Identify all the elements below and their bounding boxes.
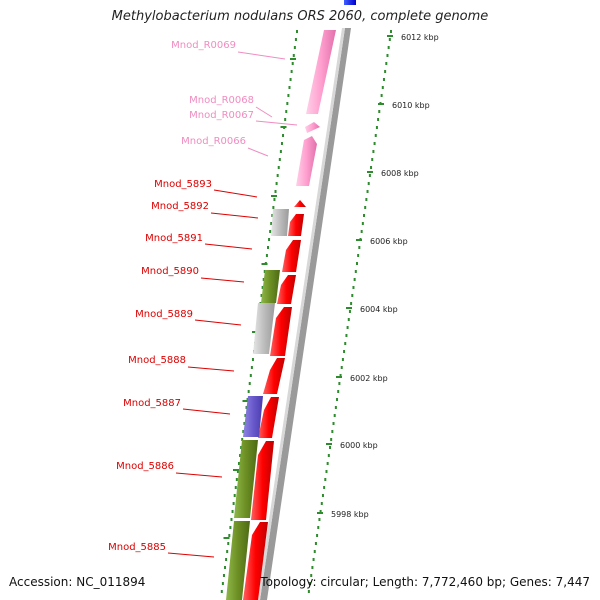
feature-mnod-5893 — [294, 200, 306, 207]
scale-label: 6010 kbp — [392, 101, 430, 110]
scale-axis: 6012 kbp 6010 kbp 6008 kbp 6006 kbp 6004 kbp… — [317, 33, 439, 519]
feature-mnod-5888 — [263, 358, 285, 394]
scale-tick — [378, 103, 384, 105]
label-leader-line — [255, 120, 298, 126]
gene-label-mnod-5888: Mnod_5888 — [128, 355, 186, 366]
blue-feature — [344, 0, 356, 5]
feature-mnod-5886 — [251, 441, 274, 520]
label-leader-line — [210, 212, 259, 219]
gene-label-mnod-r0068: Mnod_R0068 — [189, 95, 254, 106]
label-leader-line — [247, 147, 269, 157]
scale-tick — [326, 443, 332, 445]
inner-tick — [252, 331, 258, 333]
inner-tick — [233, 469, 239, 471]
scale-label: 6002 kbp — [350, 374, 388, 383]
grey-block-1 — [271, 209, 289, 236]
feature-mnod-5889 — [270, 307, 292, 356]
scale-label: 6012 kbp — [401, 33, 439, 42]
feature-mnod-5891 — [282, 240, 301, 272]
label-leader-line — [182, 408, 231, 415]
gene-label-mnod-5885: Mnod_5885 — [108, 542, 166, 553]
gene-label-mnod-5890: Mnod_5890 — [141, 266, 199, 277]
gene-label-mnod-5889: Mnod_5889 — [135, 309, 193, 320]
label-leader-line — [255, 106, 273, 118]
feature-mnod-5890 — [277, 275, 296, 304]
purple-block-1 — [243, 396, 263, 437]
inner-tick — [242, 400, 249, 402]
gene-label-mnod-5893: Mnod_5893 — [154, 179, 212, 190]
scale-label: 6004 kbp — [360, 305, 398, 314]
scale-tick — [317, 512, 323, 514]
gene-label-mnod-5887: Mnod_5887 — [123, 398, 181, 409]
grey-block-2 — [253, 303, 275, 354]
label-leader-line — [200, 277, 245, 283]
feature-mnod-5892 — [288, 214, 304, 236]
label-leader-line — [194, 319, 242, 326]
gene-label-mnod-5892: Mnod_5892 — [151, 201, 209, 212]
scale-label: 6000 kbp — [340, 441, 378, 450]
label-leader-line — [237, 51, 286, 60]
feature-mnod-r0067 — [305, 122, 320, 133]
inner-tick — [223, 537, 230, 539]
inner-tick — [271, 195, 277, 197]
label-leader-line — [204, 243, 253, 250]
gene-label-mnod-5891: Mnod_5891 — [145, 233, 203, 244]
label-leader-line — [213, 189, 258, 198]
genome-title: Methylobacterium nodulans ORS 2060, comp… — [111, 9, 489, 24]
olive-block-3 — [226, 521, 250, 600]
topology-text: Topology: circular; Length: 7,772,460 bp… — [260, 575, 590, 589]
scale-label: 5998 kbp — [331, 510, 369, 519]
label-leader-line — [175, 472, 223, 478]
gene-label-mnod-r0066: Mnod_R0066 — [181, 136, 246, 147]
genome-backbone-highlight — [257, 28, 345, 600]
scale-label: 6006 kbp — [370, 237, 408, 246]
scale-tick — [356, 239, 362, 241]
inner-tick — [280, 126, 287, 128]
scale-label: 6008 kbp — [381, 169, 419, 178]
feature-mnod-r0069 — [306, 30, 336, 114]
scale-tick — [367, 171, 373, 173]
scale-tick — [336, 376, 342, 378]
gene-label-mnod-r0067: Mnod_R0067 — [189, 110, 254, 121]
scale-tick — [346, 307, 352, 309]
olive-block-2 — [234, 440, 258, 518]
feature-mnod-5885 — [243, 522, 268, 600]
gene-labels: Mnod_R0069 Mnod_R0068 Mnod_R0067 Mnod_R0066… — [108, 40, 298, 558]
inner-tick — [290, 58, 296, 60]
gene-label-mnod-5886: Mnod_5886 — [116, 461, 174, 472]
accession-text: Accession: NC_011894 — [9, 575, 146, 589]
inner-tick — [261, 263, 268, 265]
feature-mnod-5887 — [258, 397, 279, 438]
gene-label-mnod-r0069: Mnod_R0069 — [171, 40, 236, 51]
label-leader-line — [167, 552, 215, 558]
genome-backbone — [260, 28, 351, 600]
olive-block-1 — [261, 270, 280, 303]
label-leader-line — [187, 366, 235, 372]
feature-mnod-r0066 — [296, 136, 317, 186]
scale-tick — [387, 35, 393, 37]
